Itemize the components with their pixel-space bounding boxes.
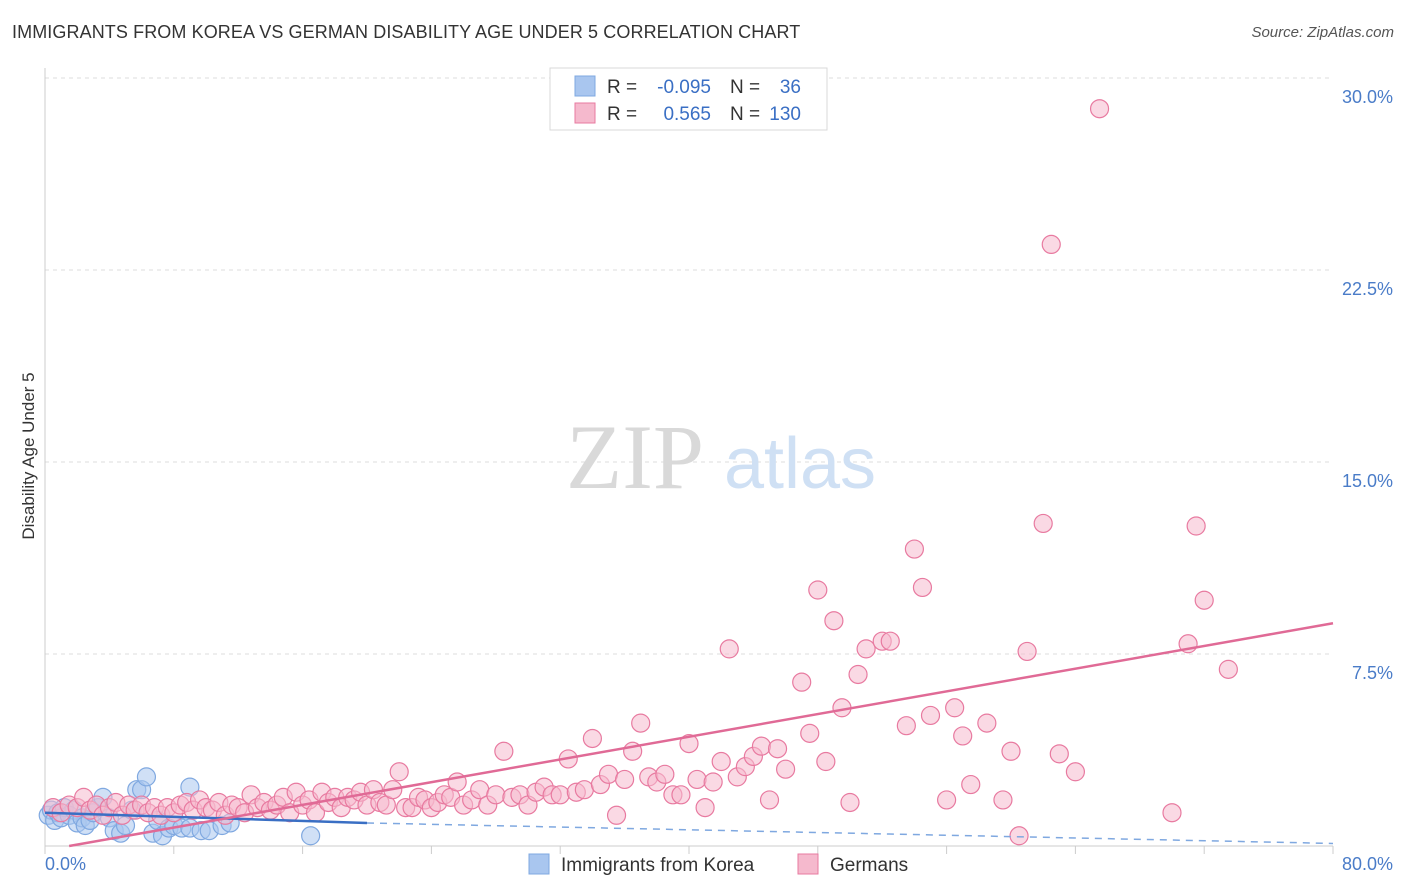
- german-point-114: [880, 631, 900, 651]
- y-tick-label-2: 22.5%: [1342, 279, 1393, 299]
- german-point-128: [1033, 513, 1053, 534]
- x-tick-label-1: 80.0%: [1342, 854, 1393, 874]
- legend-r-value-germans: 0.565: [663, 104, 711, 125]
- german-point-126: [1009, 826, 1029, 846]
- german-point-85: [631, 713, 651, 733]
- german-point-127: [1017, 641, 1037, 662]
- german-point-107: [816, 751, 836, 772]
- gridlines: [45, 77, 1333, 655]
- german-point-115: [896, 716, 916, 736]
- german-point-108: [824, 611, 844, 631]
- bottom-legend-label-korea: Immigrants from Korea: [561, 855, 755, 876]
- german-point-103: [775, 759, 796, 779]
- german-point-112: [856, 639, 876, 659]
- legend-swatch-korea: [574, 75, 596, 97]
- legend-r-label-korea: R =: [607, 77, 637, 98]
- trend-line-korea-dashed: [366, 822, 1334, 845]
- stats-legend-box: [549, 67, 828, 131]
- german-point-96: [719, 639, 739, 659]
- german-point-122: [961, 774, 981, 795]
- german-point-124: [993, 790, 1013, 810]
- german-point-75: [550, 785, 570, 805]
- legend-n-value-korea: 36: [780, 77, 801, 98]
- german-point-79: [582, 728, 603, 749]
- german-point-81: [598, 764, 619, 784]
- german-point-95: [711, 751, 731, 772]
- legend-r-value-korea: -0.095: [657, 77, 711, 98]
- german-point-105: [800, 723, 820, 743]
- german-point-68: [494, 741, 514, 761]
- german-point-93: [695, 797, 715, 818]
- german-point-92: [687, 769, 707, 790]
- trend-lines: [44, 622, 1334, 848]
- german-point-132: [1089, 99, 1110, 119]
- korea-point-35: [301, 826, 321, 846]
- bottom-legend-swatch-korea: [528, 853, 550, 875]
- german-point-111: [848, 664, 868, 685]
- trend-line-korea: [44, 811, 368, 825]
- german-point-116: [904, 539, 925, 559]
- series-legend: Immigrants from Korea Germans: [528, 853, 908, 876]
- german-point-136: [1194, 590, 1214, 610]
- german-point-101: [759, 790, 780, 810]
- bottom-legend-label-germans: Germans: [830, 855, 908, 876]
- german-point-91: [679, 733, 699, 754]
- chart-title: IMMIGRANTS FROM KOREA VS GERMAN DISABILI…: [12, 22, 801, 42]
- y-axis-label: Disability Age Under 5: [19, 372, 38, 539]
- chart-source: Source: ZipAtlas.com: [1251, 24, 1394, 41]
- legend-swatch-germans: [574, 102, 596, 124]
- german-point-135: [1186, 516, 1206, 536]
- german-point-53: [389, 762, 409, 782]
- axes: [44, 68, 1334, 854]
- german-point-102: [767, 739, 788, 759]
- german-point-121: [953, 726, 973, 746]
- watermark-atlas: atlas: [724, 424, 876, 504]
- german-point-83: [614, 769, 635, 790]
- korea-point-22: [136, 767, 157, 787]
- trend-line-germans: [68, 622, 1334, 848]
- german-point-131: [1065, 762, 1086, 782]
- german-point-88: [655, 764, 675, 784]
- x-tick-label-0: 0.0%: [45, 854, 86, 874]
- german-point-120: [945, 698, 965, 718]
- german-point-117: [912, 577, 933, 598]
- german-point-100: [751, 736, 772, 756]
- y-tick-labels: 7.5% 15.0% 22.5% 30.0%: [1342, 87, 1393, 683]
- watermark-zip: ZIP: [566, 406, 704, 508]
- legend-n-label-germans: N =: [730, 104, 760, 125]
- german-point-110: [840, 792, 860, 813]
- german-point-129: [1041, 234, 1061, 254]
- y-tick-label-3: 30.0%: [1342, 87, 1393, 107]
- german-point-133: [1162, 803, 1182, 823]
- german-point-118: [920, 705, 941, 726]
- bottom-legend-swatch-germans: [797, 853, 819, 875]
- german-point-90: [671, 785, 691, 805]
- y-tick-label-0: 7.5%: [1352, 663, 1393, 683]
- german-point-106: [808, 580, 828, 600]
- german-point-104: [792, 672, 812, 692]
- german-point-137: [1218, 659, 1238, 679]
- legend-n-label-korea: N =: [730, 77, 760, 98]
- german-point-78: [574, 780, 594, 800]
- legend-n-value-germans: 130: [769, 104, 801, 125]
- german-point-82: [606, 805, 627, 825]
- german-point-67: [486, 785, 506, 805]
- x-tick-labels: 0.0% 80.0%: [45, 854, 1393, 874]
- german-point-119: [936, 790, 957, 810]
- german-point-94: [703, 772, 723, 792]
- german-point-130: [1049, 744, 1069, 764]
- stats-legend: R = -0.095 N = 36 R = 0.565 N = 130: [549, 67, 828, 131]
- german-point-125: [1001, 741, 1021, 761]
- y-tick-label-1: 15.0%: [1342, 471, 1393, 491]
- legend-r-label-germans: R =: [607, 104, 637, 125]
- german-point-123: [977, 713, 997, 733]
